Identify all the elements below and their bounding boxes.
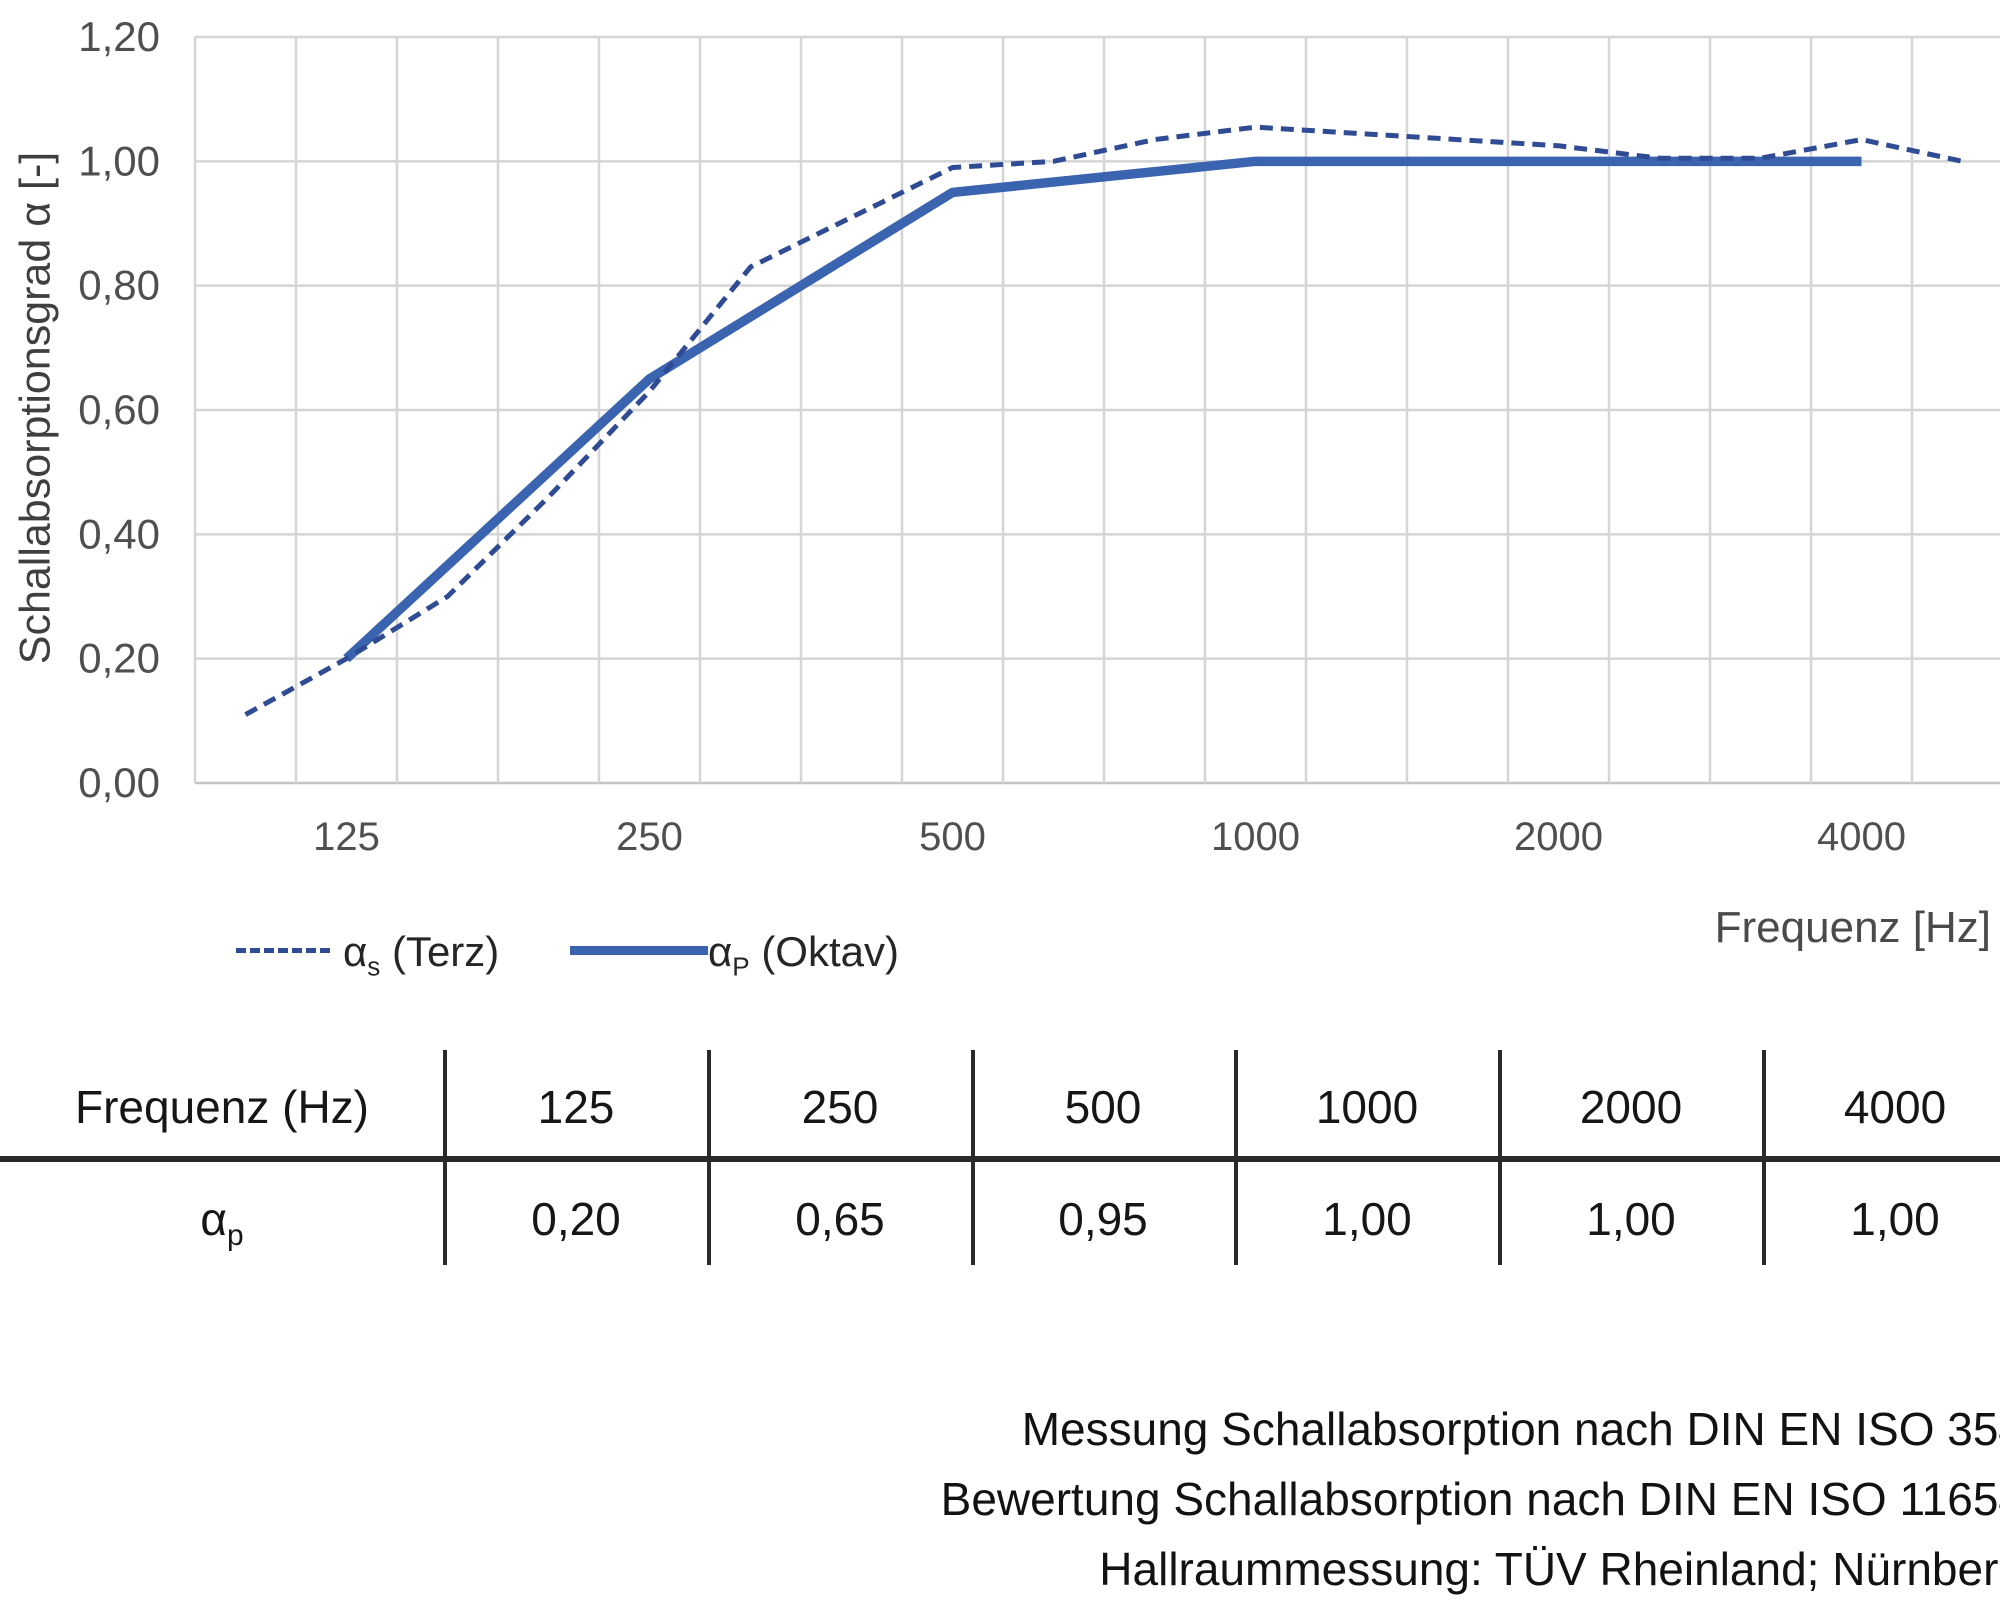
y-tick-label: 0,40	[78, 510, 160, 557]
table-column-divider	[707, 1050, 711, 1265]
table-header-cell: 125	[537, 1081, 615, 1133]
table-row-label-alpha-p: αp	[200, 1193, 244, 1253]
alpha-subscript: s	[367, 951, 381, 982]
x-tick-label: 2000	[1514, 815, 1603, 859]
table-column-divider	[971, 1050, 975, 1265]
table-value-cell: 1,00	[1586, 1193, 1676, 1245]
legend-dashed-line-sample	[236, 948, 330, 953]
table-column-divider	[1234, 1050, 1238, 1265]
table-header-cell: 250	[801, 1081, 879, 1133]
legend-label-terz: αs (Terz)	[343, 928, 500, 979]
legend-label-oktav-text: (Oktav)	[749, 928, 899, 975]
series-terz-line	[244, 124, 1964, 717]
footer-note-lab: Hallraummessung: TÜV Rheinland; Nürnberg	[1099, 1543, 2000, 1595]
table-value-cell: 0,95	[1058, 1193, 1148, 1245]
absorption-line-chart: 1,20 1,00 0,80 0,60 0,40 0,20 0,00 125 250 500 100…	[78, 13, 2000, 859]
legend-solid-line-sample	[570, 946, 708, 955]
table-horizontal-rule	[0, 1156, 2000, 1162]
table-header-cell: 2000	[1579, 1081, 1683, 1133]
footer-note-measurement: Messung Schallabsorption nach DIN EN ISO…	[1021, 1403, 2000, 1455]
x-tick-label: 125	[313, 815, 380, 859]
table-header-cell: 1000	[1315, 1081, 1419, 1133]
legend-label-oktav: αP (Oktav)	[708, 928, 899, 979]
y-tick-label: 1,20	[78, 13, 160, 60]
footer-note-rating: Bewertung Schallabsorption nach DIN EN I…	[940, 1473, 2000, 1525]
y-tick-label: 0,60	[78, 386, 160, 433]
alpha-subscript: P	[732, 951, 750, 982]
y-axis-title: Schallabsorptionsgrad α [-]	[11, 151, 60, 665]
y-tick-label: 0,00	[78, 759, 160, 806]
x-tick-label: 500	[919, 815, 986, 859]
table-value-cell: 0,65	[795, 1193, 885, 1245]
series-oktav-line	[343, 156, 1862, 663]
alpha-symbol: α	[343, 928, 368, 975]
x-tick-label: 250	[616, 815, 683, 859]
table-value-cell: 1,00	[1322, 1193, 1412, 1245]
table-value-cell: 1,00	[1850, 1193, 1940, 1245]
table-column-divider	[1498, 1050, 1502, 1265]
y-tick-label: 1,00	[78, 137, 160, 184]
x-axis-title: Frequenz [Hz]	[1714, 903, 1991, 952]
y-tick-label: 0,20	[78, 635, 160, 682]
table-header-frequency: Frequenz (Hz)	[75, 1081, 369, 1133]
table-column-divider	[1762, 1050, 1766, 1265]
table-column-divider	[443, 1050, 447, 1265]
y-tick-label: 0,80	[78, 262, 160, 309]
table-header-cell: 500	[1064, 1081, 1142, 1133]
table-header-cell: 4000	[1843, 1081, 1947, 1133]
x-tick-label: 1000	[1211, 815, 1300, 859]
alpha-symbol: α	[708, 928, 733, 975]
table-value-cell: 0,20	[531, 1193, 621, 1245]
x-tick-label: 4000	[1817, 815, 1906, 859]
legend-label-terz-text: (Terz)	[380, 928, 500, 975]
